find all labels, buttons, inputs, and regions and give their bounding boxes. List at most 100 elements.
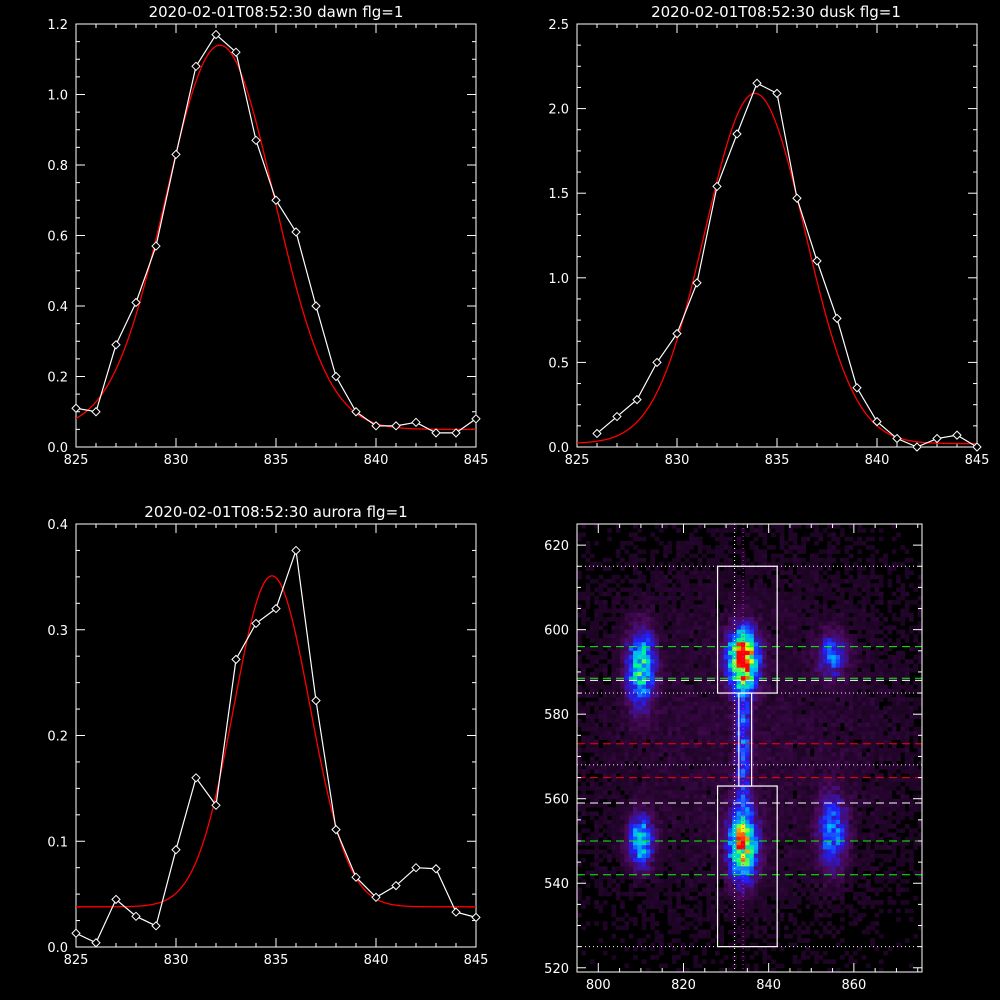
heatmap-cell: [671, 786, 677, 791]
heatmap-cell: [758, 655, 763, 660]
heatmap-cell: [598, 680, 604, 686]
heatmap-cell: [900, 583, 906, 588]
heatmap-cell: [658, 616, 664, 622]
heatmap-cell: [650, 570, 656, 576]
aurora-data-point: [71, 928, 81, 938]
heatmap-cell: [779, 684, 785, 690]
heatmap-cell: [809, 587, 815, 593]
heatmap-cell: [840, 743, 845, 749]
heatmap-cell: [676, 684, 681, 690]
heatmap-cell: [589, 743, 595, 749]
heatmap-cell: [779, 638, 785, 643]
heatmap-cell: [697, 578, 703, 584]
heatmap-cell: [909, 781, 914, 787]
heatmap-cell: [853, 650, 858, 656]
heatmap-cell: [577, 807, 582, 812]
heatmap-cell: [844, 824, 850, 829]
heatmap-cell: [585, 591, 591, 597]
heatmap-cell: [805, 781, 811, 787]
heatmap-cell: [857, 549, 863, 554]
heatmap-cell: [827, 726, 832, 732]
heatmap-cell: [684, 739, 690, 745]
heatmap-cell: [680, 748, 686, 753]
heatmap-cell: [615, 671, 621, 677]
heatmap-cell: [771, 684, 776, 690]
heatmap-cell: [745, 566, 750, 571]
heatmap-cell: [658, 600, 664, 605]
heatmap-cell: [602, 722, 608, 728]
heatmap-cell: [801, 570, 806, 576]
heatmap-cell: [710, 824, 716, 829]
heatmap-cell: [913, 697, 919, 702]
heatmap-cell: [771, 693, 776, 698]
heatmap-cell: [641, 595, 647, 601]
heatmap-cell: [835, 752, 841, 757]
heatmap-cell: [771, 718, 776, 724]
heatmap-cell: [896, 532, 901, 538]
heatmap-cell: [723, 777, 729, 783]
heatmap-cell: [602, 743, 608, 749]
heatmap-cell: [749, 680, 755, 686]
heatmap-cell: [848, 646, 854, 652]
heatmap-cell: [697, 786, 703, 791]
heatmap-cell: [878, 794, 884, 800]
heatmap-cell: [628, 739, 634, 745]
heatmap-cell: [891, 722, 897, 728]
heatmap-cell: [689, 595, 694, 601]
heatmap-cell: [840, 709, 845, 715]
heatmap-cell: [740, 760, 746, 766]
heatmap-cell: [615, 629, 621, 635]
heatmap-cell: [818, 616, 824, 622]
heatmap-cell: [654, 583, 660, 588]
heatmap-cell: [822, 798, 828, 804]
heatmap-cell: [581, 726, 587, 732]
heatmap-cell: [887, 600, 893, 605]
heatmap-cell: [715, 557, 720, 563]
heatmap-cell: [633, 621, 638, 626]
heatmap-cell: [792, 621, 798, 626]
heatmap-cell: [611, 764, 617, 770]
heatmap-cell: [727, 781, 733, 787]
heatmap-cell: [671, 802, 677, 808]
heatmap-cell: [663, 819, 668, 825]
heatmap-cell: [865, 781, 871, 787]
heatmap-cell: [702, 638, 707, 643]
heatmap-cell: [840, 638, 845, 643]
heatmap-cell: [758, 642, 763, 647]
heatmap-cell: [628, 769, 634, 774]
heatmap-cell: [702, 756, 707, 762]
heatmap-cell: [671, 621, 677, 626]
heatmap-cell: [654, 705, 660, 711]
heatmap-cell: [848, 743, 854, 749]
heatmap-cell: [628, 709, 634, 715]
heatmap-cell: [900, 671, 906, 677]
heatmap-cell: [727, 769, 733, 774]
heatmap-cell: [917, 621, 923, 626]
heatmap-cell: [697, 667, 703, 673]
heatmap-cell: [818, 587, 824, 593]
heatmap-cell: [771, 714, 776, 719]
heatmap-cell: [671, 667, 677, 673]
heatmap-cell: [771, 578, 776, 584]
heatmap-cell: [693, 633, 699, 639]
heatmap-cell: [684, 790, 690, 795]
heatmap-cell: [577, 633, 582, 639]
heatmap-cell: [814, 532, 819, 538]
heatmap-cell: [766, 650, 772, 656]
heatmap-cell: [628, 600, 634, 605]
heatmap-cell: [792, 693, 798, 698]
aurora-x-tick-label: 840: [364, 953, 389, 968]
heatmap-cell: [805, 638, 811, 643]
heatmap-cell: [637, 731, 643, 736]
heatmap-cell: [887, 604, 893, 609]
heatmap-cell: [620, 680, 625, 686]
heatmap-cell: [853, 802, 858, 808]
heatmap-cell: [861, 684, 867, 690]
heatmap-cell: [641, 646, 647, 652]
heatmap-cell: [646, 671, 651, 677]
heatmap-cell: [589, 802, 595, 808]
heatmap-cell: [758, 688, 763, 694]
heatmap-cell: [917, 802, 923, 808]
heatmap-cell: [684, 549, 690, 554]
heatmap-cell: [848, 777, 854, 783]
